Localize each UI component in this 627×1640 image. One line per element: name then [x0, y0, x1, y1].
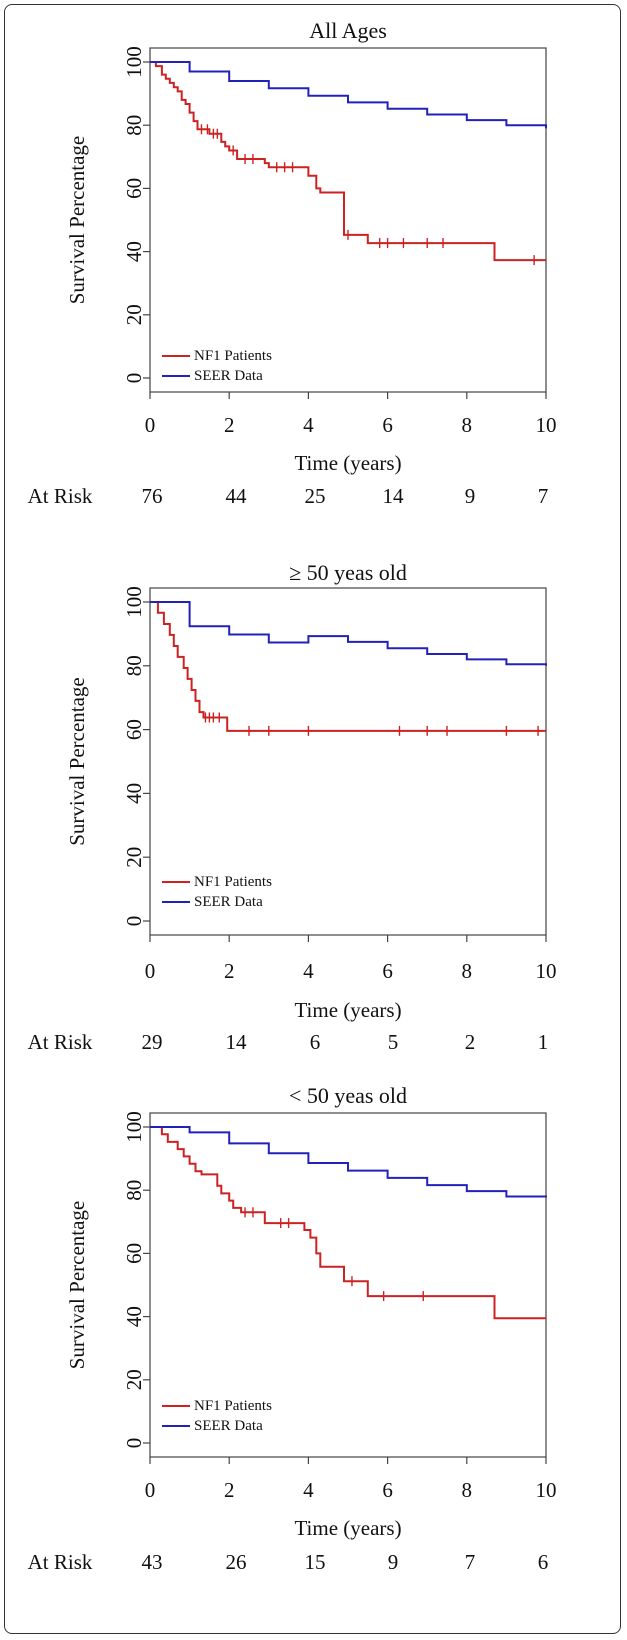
- x-axis-label: Time (years): [294, 451, 401, 475]
- at-risk-count: 2: [465, 1030, 476, 1054]
- x-tick-label: 4: [303, 959, 314, 983]
- legend: NF1 Patients SEER Data: [162, 874, 272, 910]
- y-tick-label: 60: [122, 178, 146, 199]
- series-line-seer-data: [150, 601, 547, 666]
- at-risk-count: 7: [465, 1550, 476, 1574]
- at-risk-count: 6: [310, 1030, 321, 1054]
- legend-label: SEER Data: [194, 368, 263, 384]
- x-tick-label: 10: [536, 1478, 557, 1502]
- y-tick-label: 60: [122, 719, 146, 740]
- series-line-nf1-patients: [150, 601, 546, 732]
- x-axis-label: Time (years): [294, 1516, 401, 1540]
- at-risk-count: 76: [142, 484, 163, 508]
- at-risk-count: 29: [142, 1030, 163, 1054]
- y-tick-label: 100: [122, 46, 146, 78]
- x-tick-label: 0: [145, 959, 156, 983]
- chart-panel-1: All Ages 0 20 40 60 80 100 0 2 4 6 8 10 Time (years) S…: [28, 18, 557, 508]
- legend-label: NF1 Patients: [194, 874, 272, 890]
- x-tick-label: 2: [224, 1478, 235, 1502]
- y-tick-label: 100: [122, 1111, 146, 1143]
- at-risk-count: 6: [538, 1550, 549, 1574]
- y-tick-label: 40: [122, 1306, 146, 1327]
- y-tick-label: 20: [122, 1369, 146, 1390]
- y-tick-label: 0: [122, 1438, 146, 1449]
- x-tick-label: 6: [382, 413, 393, 437]
- x-tick-label: 2: [224, 413, 235, 437]
- at-risk-count: 9: [465, 484, 476, 508]
- series-line-seer-data: [150, 61, 547, 129]
- y-tick-label: 80: [122, 1180, 146, 1201]
- plot-frame: [149, 1112, 547, 1458]
- x-tick-label: 2: [224, 959, 235, 983]
- at-risk-count: 5: [388, 1030, 399, 1054]
- chart-panel-3: < 50 yeas old 0 20 40 60 80 100 0 2 4 6 8 10 Time (ye…: [28, 1083, 557, 1574]
- chart-title: < 50 yeas old: [289, 1083, 407, 1108]
- legend: NF1 Patients SEER Data: [162, 1398, 272, 1434]
- at-risk-count: 43: [142, 1550, 163, 1574]
- series-line-nf1-patients: [150, 61, 546, 262]
- x-tick-label: 10: [536, 959, 557, 983]
- x-tick-label: 0: [145, 413, 156, 437]
- y-tick-label: 40: [122, 241, 146, 262]
- y-tick-label: 40: [122, 783, 146, 804]
- x-axis-label: Time (years): [294, 998, 401, 1022]
- y-tick-label: 60: [122, 1243, 146, 1264]
- x-tick-label: 0: [145, 1478, 156, 1502]
- chart-title: All Ages: [309, 18, 387, 43]
- y-axis-label: Survival Percentage: [65, 677, 89, 846]
- x-tick-label: 8: [462, 413, 473, 437]
- x-tick-label: 8: [462, 959, 473, 983]
- x-tick-label: 6: [382, 1478, 393, 1502]
- x-tick-label: 6: [382, 959, 393, 983]
- at-risk-count: 9: [388, 1550, 399, 1574]
- series-line-seer-data: [150, 1126, 547, 1198]
- x-tick-label: 10: [536, 413, 557, 437]
- x-tick-label: 4: [303, 1478, 314, 1502]
- legend: NF1 Patients SEER Data: [162, 348, 272, 384]
- legend-label: NF1 Patients: [194, 1398, 272, 1414]
- y-tick-label: 0: [122, 916, 146, 927]
- x-tick-label: 4: [303, 413, 314, 437]
- series-line-nf1-patients: [150, 1126, 546, 1320]
- legend-label: SEER Data: [194, 894, 263, 910]
- y-tick-label: 80: [122, 115, 146, 136]
- at-risk-count: 14: [226, 1030, 248, 1054]
- at-risk-label: At Risk: [28, 1550, 93, 1574]
- y-tick-label: 80: [122, 655, 146, 676]
- legend-label: NF1 Patients: [194, 348, 272, 364]
- plot-frame: [149, 587, 547, 936]
- chart-panel-2: ≥ 50 yeas old 0 20 40 60 80 100 0 2 4 6 8 10 Time (ye…: [28, 560, 557, 1054]
- plot-frame: [149, 47, 547, 393]
- at-risk-count: 14: [383, 484, 405, 508]
- legend-label: SEER Data: [194, 1418, 263, 1434]
- y-tick-label: 0: [122, 373, 146, 384]
- at-risk-count: 7: [538, 484, 549, 508]
- chart-title: ≥ 50 yeas old: [289, 560, 407, 585]
- at-risk-label: At Risk: [28, 1030, 93, 1054]
- at-risk-count: 1: [538, 1030, 549, 1054]
- x-tick-label: 8: [462, 1478, 473, 1502]
- at-risk-count: 44: [226, 484, 248, 508]
- at-risk-label: At Risk: [28, 484, 93, 508]
- y-tick-label: 100: [122, 586, 146, 618]
- figure-frame: [4, 4, 621, 1634]
- at-risk-count: 26: [226, 1550, 247, 1574]
- at-risk-count: 15: [305, 1550, 326, 1574]
- y-tick-label: 20: [122, 847, 146, 868]
- at-risk-count: 25: [305, 484, 326, 508]
- y-axis-label: Survival Percentage: [65, 1201, 89, 1370]
- y-tick-label: 20: [122, 304, 146, 325]
- y-axis-label: Survival Percentage: [65, 136, 89, 305]
